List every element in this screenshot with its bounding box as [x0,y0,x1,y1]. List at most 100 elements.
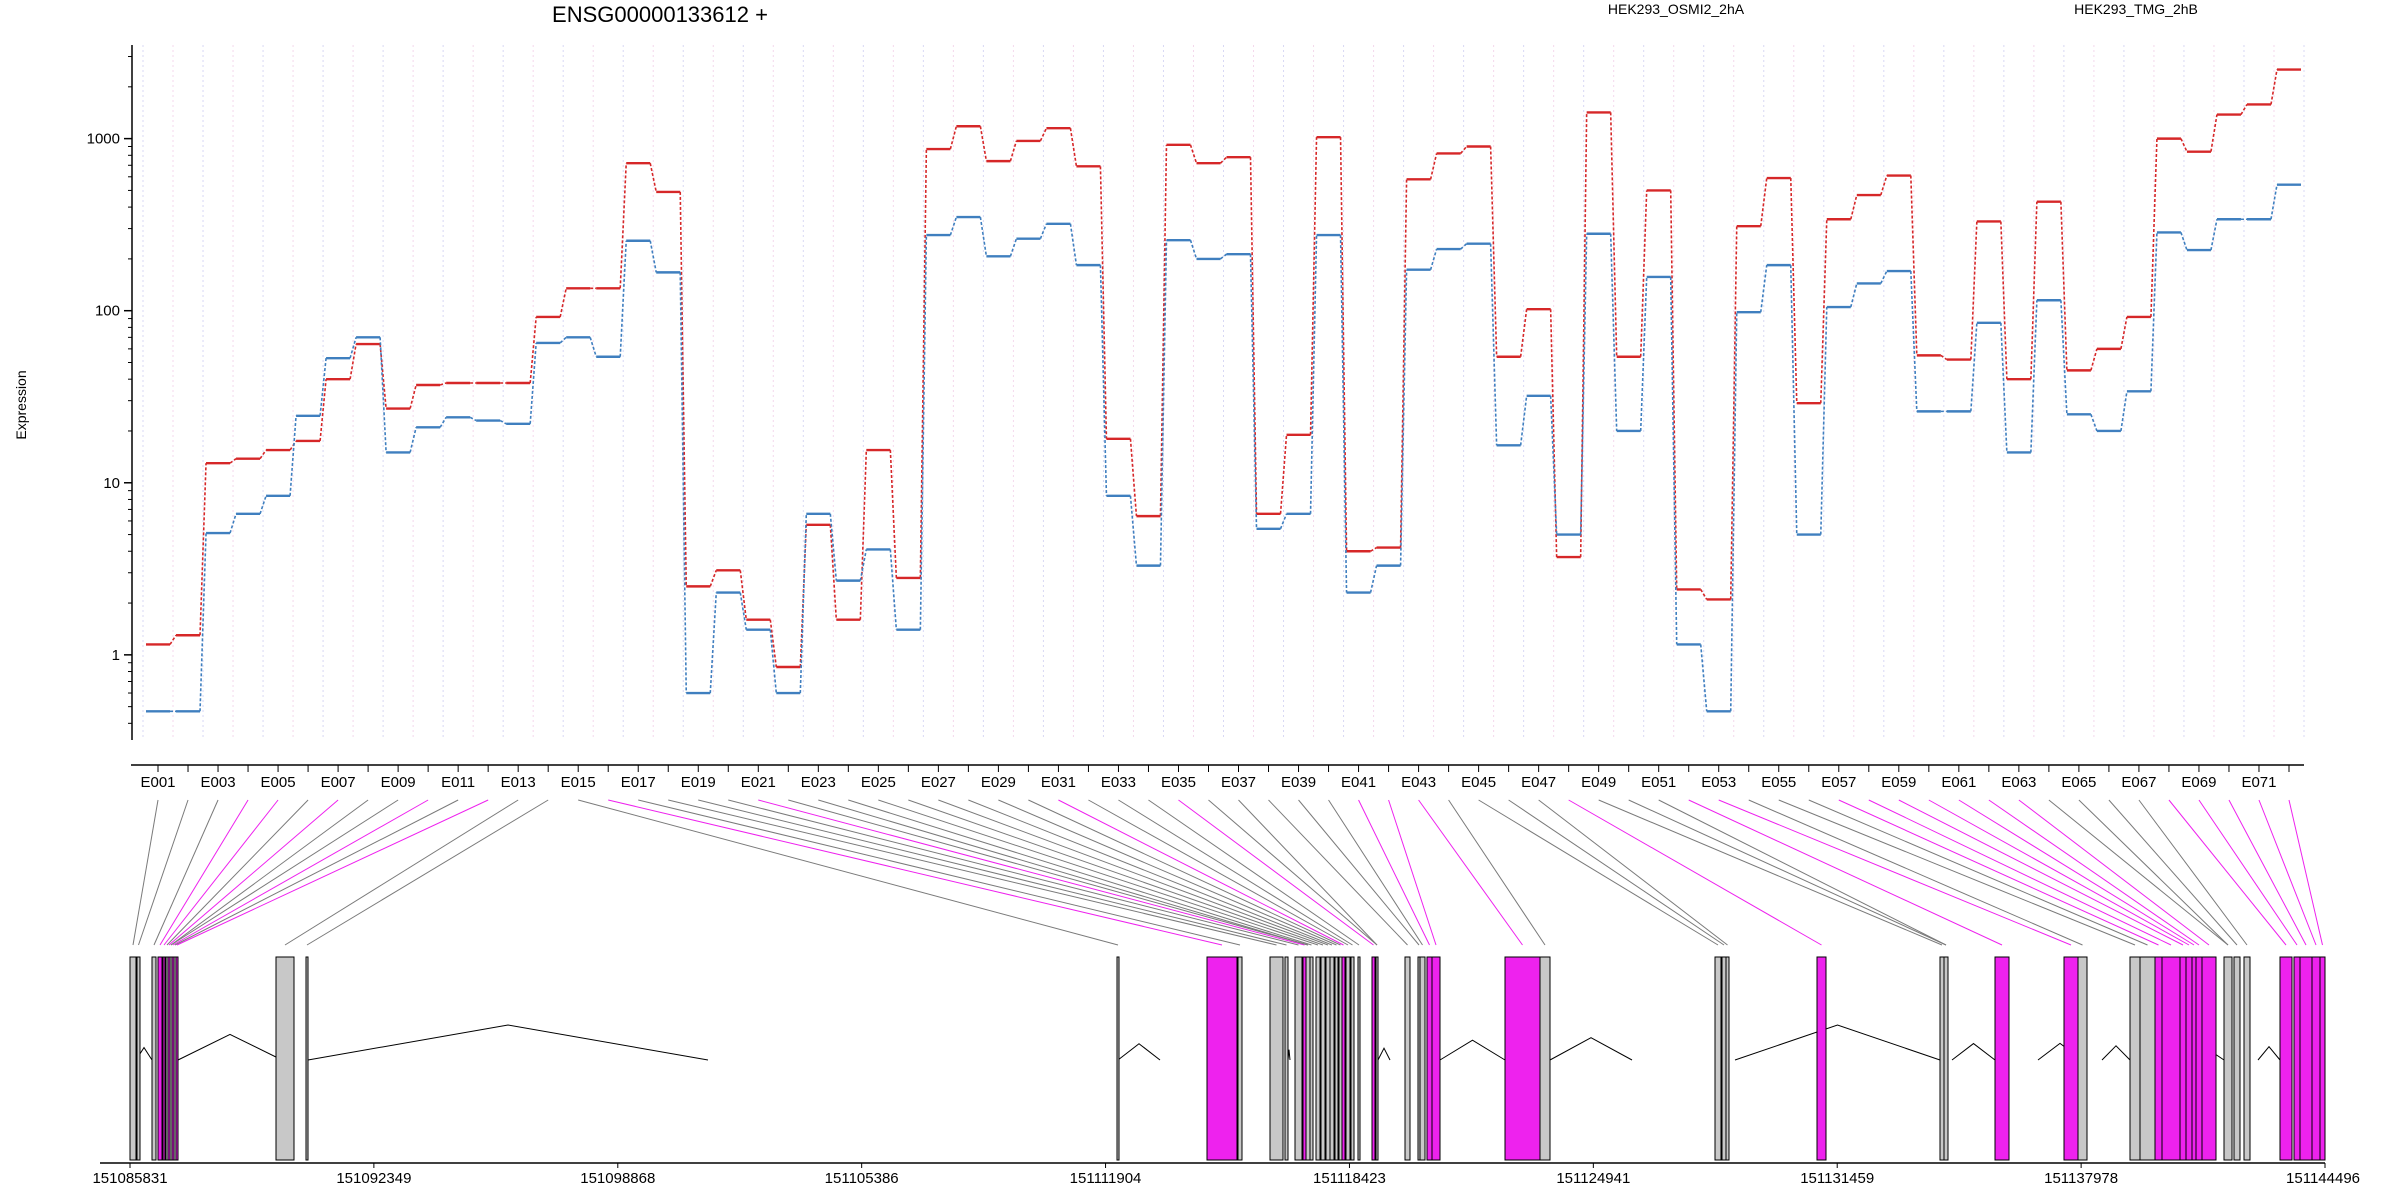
series-connector [2180,232,2188,251]
exon-connector-line [1388,799,1437,946]
series-connector [199,463,207,636]
exon-connector-line [1358,799,1430,946]
series-connector [2120,316,2128,350]
exon-connector-line [968,799,1333,946]
x-axis: E001 E003 E005 E007 E009 E011 E013 E015 E017 E019… [131,764,2304,791]
x-tick-label: E003 [201,774,236,791]
series-connector [1099,265,1108,496]
exon-connector-line [176,799,489,946]
series-connector [1099,166,1108,439]
exon-block [1939,956,1945,1161]
legend-label-series-2: HEK293_TMG_2hB [2074,1,2198,17]
exon-block [1315,956,1321,1161]
x-tick-label: E017 [621,774,656,791]
exon-block [2299,956,2313,1161]
exon-block [151,956,157,1161]
series-connector [919,235,928,630]
series-connector [889,449,898,578]
series-connector [1279,513,1288,530]
series-connector [1669,190,1678,590]
series-connector [1489,146,1498,357]
series-connector [1249,254,1258,529]
series-connector [649,163,658,193]
exon-connector-line [1778,799,2136,946]
exon-block [2139,956,2156,1161]
x-tick-label: E041 [1341,774,1376,791]
series-connector [979,216,988,257]
intron-line [2101,1045,2131,1061]
exon-connector-line [1838,799,2159,946]
intron-line [1439,1039,1506,1061]
exon-connector-line [998,799,1337,946]
series-connector [259,495,267,515]
series-connector [1880,270,1888,284]
exon-block [1350,956,1355,1161]
series-connector [529,316,537,384]
exon-connector-line [908,799,1324,946]
intron-line [1117,1043,1161,1061]
series-connector [1399,269,1408,566]
series-connector [349,337,357,359]
exon-block [1816,956,1827,1161]
series-connector [1399,179,1408,548]
exon-block [2201,956,2217,1161]
series-connector [1609,112,1618,357]
series-connector [1369,565,1378,593]
series-connector [289,415,297,496]
exon-connector-line [306,799,549,946]
series-connector [1069,128,1078,167]
exon-connector-line [2198,799,2298,946]
genomic-tick-label: 151085831 [92,1170,167,1187]
series-connector [1159,144,1168,517]
exon-block [136,956,141,1161]
genomic-tick-label: 151144496 [2286,1170,2360,1187]
x-tick-label: E071 [2241,774,2276,791]
legend-label-series-1: HEK293_OSMI2_2hA [1608,1,1745,17]
exon-connector-line [2288,799,2323,946]
exon-connector-line [818,799,1309,946]
series-connector [1970,221,1978,360]
series-connector [2210,219,2218,251]
exon-block [2179,956,2187,1161]
exon-connector-line [1538,799,1728,946]
series-connector [1309,235,1318,514]
series-2 [146,183,2301,713]
exon-block [2279,956,2293,1161]
series-connector [1729,226,1738,600]
exon-connector-line [1718,799,2072,946]
series-connector [1039,127,1048,142]
series-connector [559,336,567,344]
series-connector [739,592,748,630]
exon-block [275,956,295,1161]
exon-block [1426,956,1433,1161]
exon-connector-line [638,799,1241,946]
series-connector [229,458,237,464]
x-tick-label: E067 [2121,774,2156,791]
exon-connector-line [170,799,369,946]
series-connector [1129,438,1138,517]
exon-block [1714,956,1722,1161]
genomic-tick-label: 151118423 [1313,1170,1386,1187]
x-tick-label: E031 [1041,774,1076,791]
chart-title: ENSG00000133612 + [552,2,768,27]
exon-block [1116,956,1120,1161]
exon-block [1357,956,1361,1161]
exon-block [1375,956,1379,1161]
exon-block [1325,956,1331,1161]
exon-connector-line [284,799,519,946]
exon-connector-line [1448,799,1546,946]
exon-connector-line [758,799,1305,946]
exon-connector-line [2168,799,2287,946]
series-connector [2210,114,2218,152]
x-tick-label: E057 [1821,774,1856,791]
x-tick-label: E061 [1941,774,1976,791]
series-connector [919,149,928,578]
series-connector [829,513,838,581]
exon-connector-line [2138,799,2248,946]
exon-connector-line [1088,799,1349,946]
series-connector [1279,434,1288,514]
series-connector [529,342,537,424]
series-connector [379,337,387,453]
x-tick-label: E027 [921,774,956,791]
